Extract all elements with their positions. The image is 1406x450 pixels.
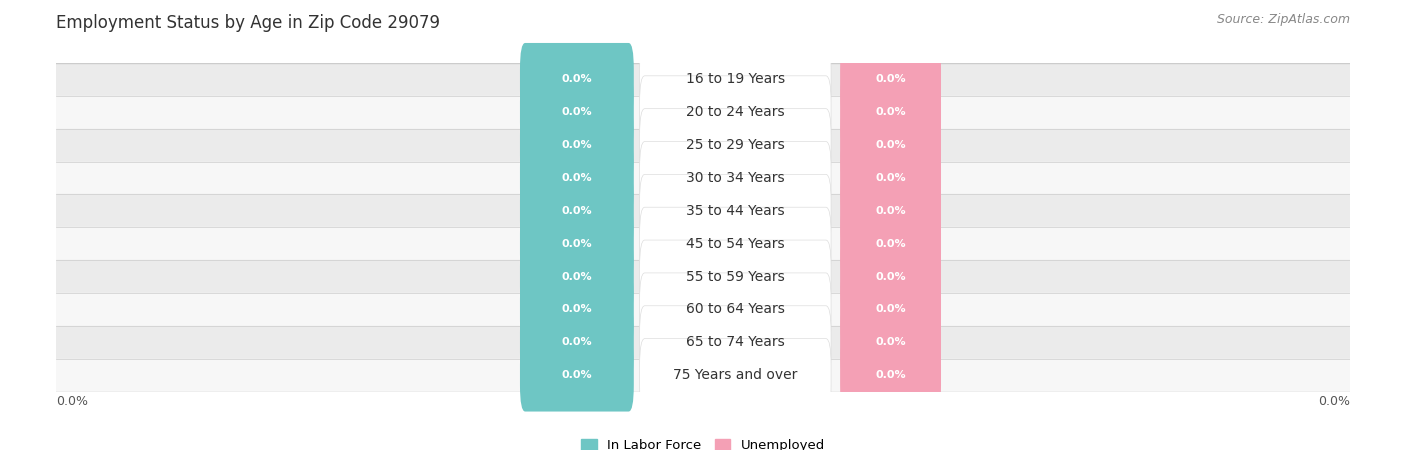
Bar [56, 227, 1350, 260]
FancyBboxPatch shape [841, 240, 941, 313]
FancyBboxPatch shape [640, 76, 831, 149]
Text: 35 to 44 Years: 35 to 44 Years [686, 204, 785, 218]
Text: 0.0%: 0.0% [561, 140, 592, 150]
Legend: In Labor Force, Unemployed: In Labor Force, Unemployed [575, 434, 831, 450]
FancyBboxPatch shape [520, 273, 634, 346]
Text: Employment Status by Age in Zip Code 29079: Employment Status by Age in Zip Code 290… [56, 14, 440, 32]
Text: 75 Years and over: 75 Years and over [673, 368, 797, 382]
FancyBboxPatch shape [520, 43, 634, 116]
Text: 0.0%: 0.0% [561, 107, 592, 117]
FancyBboxPatch shape [640, 306, 831, 379]
Text: 0.0%: 0.0% [876, 304, 905, 315]
FancyBboxPatch shape [640, 273, 831, 346]
Text: 0.0%: 0.0% [561, 238, 592, 249]
Text: 0.0%: 0.0% [876, 238, 905, 249]
FancyBboxPatch shape [520, 108, 634, 182]
Text: 0.0%: 0.0% [876, 370, 905, 380]
Text: 0.0%: 0.0% [561, 173, 592, 183]
FancyBboxPatch shape [520, 240, 634, 313]
Text: 0.0%: 0.0% [561, 304, 592, 315]
Text: 0.0%: 0.0% [561, 337, 592, 347]
FancyBboxPatch shape [841, 306, 941, 379]
Text: Source: ZipAtlas.com: Source: ZipAtlas.com [1216, 14, 1350, 27]
Text: 30 to 34 Years: 30 to 34 Years [686, 171, 785, 185]
Text: 0.0%: 0.0% [561, 271, 592, 282]
FancyBboxPatch shape [640, 207, 831, 280]
Text: 0.0%: 0.0% [561, 206, 592, 216]
FancyBboxPatch shape [841, 76, 941, 149]
Bar [56, 96, 1350, 129]
Text: 45 to 54 Years: 45 to 54 Years [686, 237, 785, 251]
FancyBboxPatch shape [841, 108, 941, 182]
FancyBboxPatch shape [520, 76, 634, 149]
Text: 60 to 64 Years: 60 to 64 Years [686, 302, 785, 316]
Text: 65 to 74 Years: 65 to 74 Years [686, 335, 785, 349]
FancyBboxPatch shape [640, 338, 831, 412]
FancyBboxPatch shape [841, 273, 941, 346]
Text: 0.0%: 0.0% [561, 370, 592, 380]
FancyBboxPatch shape [520, 207, 634, 280]
Text: 0.0%: 0.0% [876, 140, 905, 150]
FancyBboxPatch shape [520, 338, 634, 412]
Text: 0.0%: 0.0% [876, 271, 905, 282]
Text: 0.0%: 0.0% [876, 173, 905, 183]
Text: 16 to 19 Years: 16 to 19 Years [686, 72, 785, 86]
FancyBboxPatch shape [640, 108, 831, 182]
FancyBboxPatch shape [841, 43, 941, 116]
FancyBboxPatch shape [841, 174, 941, 248]
Text: 0.0%: 0.0% [876, 337, 905, 347]
Text: 0.0%: 0.0% [876, 74, 905, 85]
Bar [56, 63, 1350, 96]
Text: 0.0%: 0.0% [876, 206, 905, 216]
Bar [56, 162, 1350, 194]
FancyBboxPatch shape [520, 306, 634, 379]
Bar [56, 194, 1350, 227]
FancyBboxPatch shape [640, 240, 831, 313]
FancyBboxPatch shape [520, 174, 634, 248]
FancyBboxPatch shape [640, 43, 831, 116]
Bar [56, 129, 1350, 162]
Text: 0.0%: 0.0% [561, 74, 592, 85]
Text: 20 to 24 Years: 20 to 24 Years [686, 105, 785, 119]
Bar [56, 260, 1350, 293]
Bar [56, 326, 1350, 359]
FancyBboxPatch shape [640, 141, 831, 215]
FancyBboxPatch shape [841, 141, 941, 215]
FancyBboxPatch shape [841, 338, 941, 412]
FancyBboxPatch shape [841, 207, 941, 280]
FancyBboxPatch shape [520, 141, 634, 215]
Text: 0.0%: 0.0% [1317, 396, 1350, 409]
Text: 0.0%: 0.0% [56, 396, 89, 409]
Bar [56, 293, 1350, 326]
Text: 0.0%: 0.0% [876, 107, 905, 117]
FancyBboxPatch shape [640, 174, 831, 248]
Text: 25 to 29 Years: 25 to 29 Years [686, 138, 785, 152]
Bar [56, 359, 1350, 392]
Text: 55 to 59 Years: 55 to 59 Years [686, 270, 785, 284]
